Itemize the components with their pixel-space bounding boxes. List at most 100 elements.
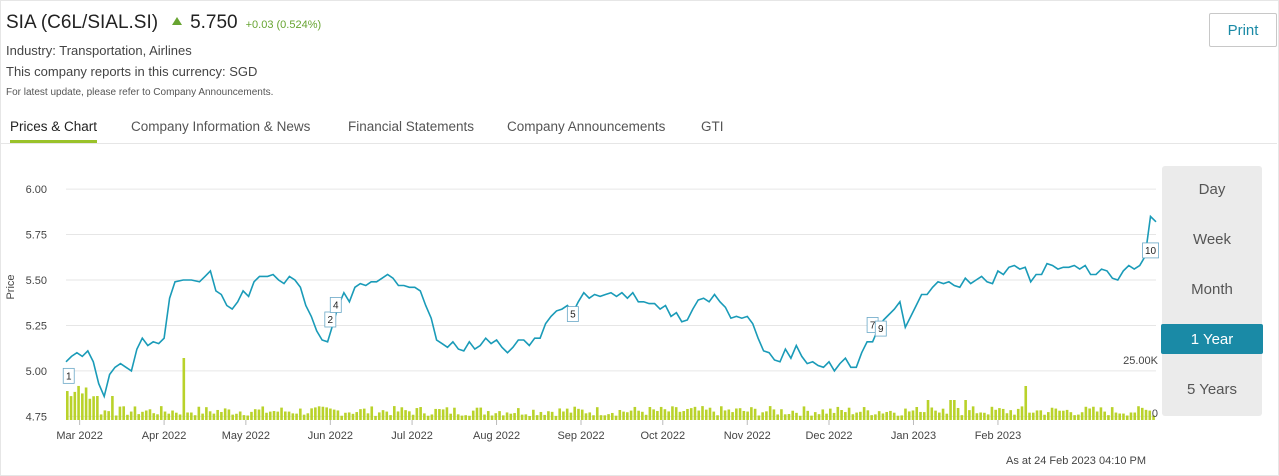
volume-bar: [1148, 410, 1152, 420]
volume-bar: [723, 410, 727, 420]
volume-bar: [930, 407, 934, 420]
volume-bar: [517, 408, 520, 420]
volume-bar: [389, 415, 392, 420]
volume-bar: [528, 415, 531, 420]
volume-bar: [881, 413, 885, 420]
volume-bar: [892, 412, 896, 420]
volume-bar: [731, 412, 734, 420]
range-week-button[interactable]: Week: [1162, 224, 1262, 254]
tab-prices-chart[interactable]: Prices & Chart: [10, 119, 98, 143]
range-1year-button[interactable]: 1 Year: [1161, 324, 1263, 354]
volume-bar: [780, 409, 783, 420]
volume-bar: [862, 407, 866, 420]
range-month-button[interactable]: Month: [1162, 274, 1262, 304]
volume-bar: [915, 406, 919, 420]
volume-bar: [411, 414, 415, 420]
volume-bar: [919, 411, 922, 420]
volume-bar: [344, 412, 347, 420]
volume-bar: [667, 411, 670, 420]
volume-bar: [1043, 414, 1046, 420]
volume-bar: [847, 407, 851, 420]
event-marker-box: [874, 320, 887, 337]
volume-bar: [460, 415, 464, 420]
volume-bar: [524, 414, 528, 420]
volume-bar: [648, 407, 652, 420]
volume-bar: [291, 413, 295, 420]
volume-bar: [1152, 415, 1155, 420]
tab-financial-statements[interactable]: Financial Statements: [348, 119, 475, 134]
volume-bar: [580, 409, 584, 420]
volume-bar: [114, 415, 118, 420]
x-tick-label: Feb 2023: [975, 430, 1021, 442]
volume-bar: [712, 411, 716, 420]
volume-bar: [945, 413, 949, 420]
volume-bar: [1080, 412, 1084, 420]
volume-bar: [69, 396, 73, 420]
volume-bar: [663, 409, 667, 420]
volume-bar: [855, 412, 858, 420]
volume-bar: [926, 400, 930, 420]
volume-bar: [889, 410, 892, 420]
volume-bar: [1088, 408, 1091, 420]
volume-bar: [922, 412, 926, 420]
volume-bar: [798, 415, 802, 420]
tab-gti[interactable]: GTI: [701, 119, 724, 134]
x-tick-label: Aug 2022: [473, 430, 520, 442]
event-marker-label: 1: [66, 371, 72, 382]
volume-bar: [1050, 407, 1054, 420]
volume-bar: [430, 414, 434, 420]
volume-bar: [84, 387, 88, 420]
volume-bar: [231, 414, 234, 420]
volume-bar: [701, 406, 704, 420]
volume-bar: [791, 410, 795, 420]
volume-bar: [159, 406, 163, 420]
print-button[interactable]: Print: [1209, 13, 1277, 47]
volume-bar: [261, 406, 265, 420]
volume-bar: [708, 407, 712, 420]
currency-text: This company reports in this currency: S…: [6, 64, 258, 79]
range-5years-button[interactable]: 5 Years: [1162, 374, 1262, 404]
volume-bar: [787, 413, 791, 420]
tab-company-announcements[interactable]: Company Announcements: [507, 119, 666, 134]
volume-bar: [1047, 412, 1050, 420]
volume-bar: [772, 409, 776, 420]
volume-bar: [359, 409, 362, 420]
volume-bar: [370, 406, 374, 420]
volume-bar: [659, 406, 663, 420]
industry-text: Industry: Transportation, Airlines: [6, 43, 192, 58]
volume-bar: [907, 411, 911, 420]
tab-company-info-news[interactable]: Company Information & News: [131, 119, 311, 134]
volume-bar: [938, 412, 941, 420]
volume-bar: [1099, 407, 1103, 420]
volume-bar: [1122, 413, 1125, 420]
volume-bar: [314, 407, 317, 420]
range-selector: Day Week Month 1 Year 5 Years: [1161, 166, 1263, 416]
volume-bar: [103, 410, 107, 420]
volume-bar: [377, 412, 381, 420]
volume-bar: [603, 415, 607, 420]
volume-bar: [956, 407, 960, 420]
event-marker-box: [329, 297, 342, 313]
volume-bar: [513, 413, 516, 420]
x-tick-label: Nov 2022: [724, 430, 771, 442]
volume-bar: [306, 413, 310, 420]
volume-bar: [374, 415, 377, 420]
range-day-button[interactable]: Day: [1162, 174, 1262, 204]
volume-bar: [122, 406, 125, 420]
volume-bar: [99, 414, 103, 420]
volume-bar: [1039, 410, 1043, 420]
volume-bar: [953, 400, 956, 420]
volume-bar: [201, 413, 204, 420]
volume-bar: [393, 406, 396, 420]
update-note: For latest update, please refer to Compa…: [6, 87, 274, 98]
volume-bar: [941, 408, 945, 420]
volume-bar: [445, 407, 449, 420]
volume-bar: [1092, 406, 1095, 420]
volume-bar: [1084, 406, 1088, 420]
volume-bar: [66, 391, 69, 420]
price-chart: 6.00 5.75 5.50 5.25 5.00 4.75 Mar 2022 Apr 202…: [5, 184, 1159, 442]
volume-tick-zero: 0: [1152, 408, 1158, 420]
y-axis-label: Price: [5, 274, 17, 299]
volume-bar: [502, 415, 505, 420]
volume-bar: [558, 408, 561, 420]
